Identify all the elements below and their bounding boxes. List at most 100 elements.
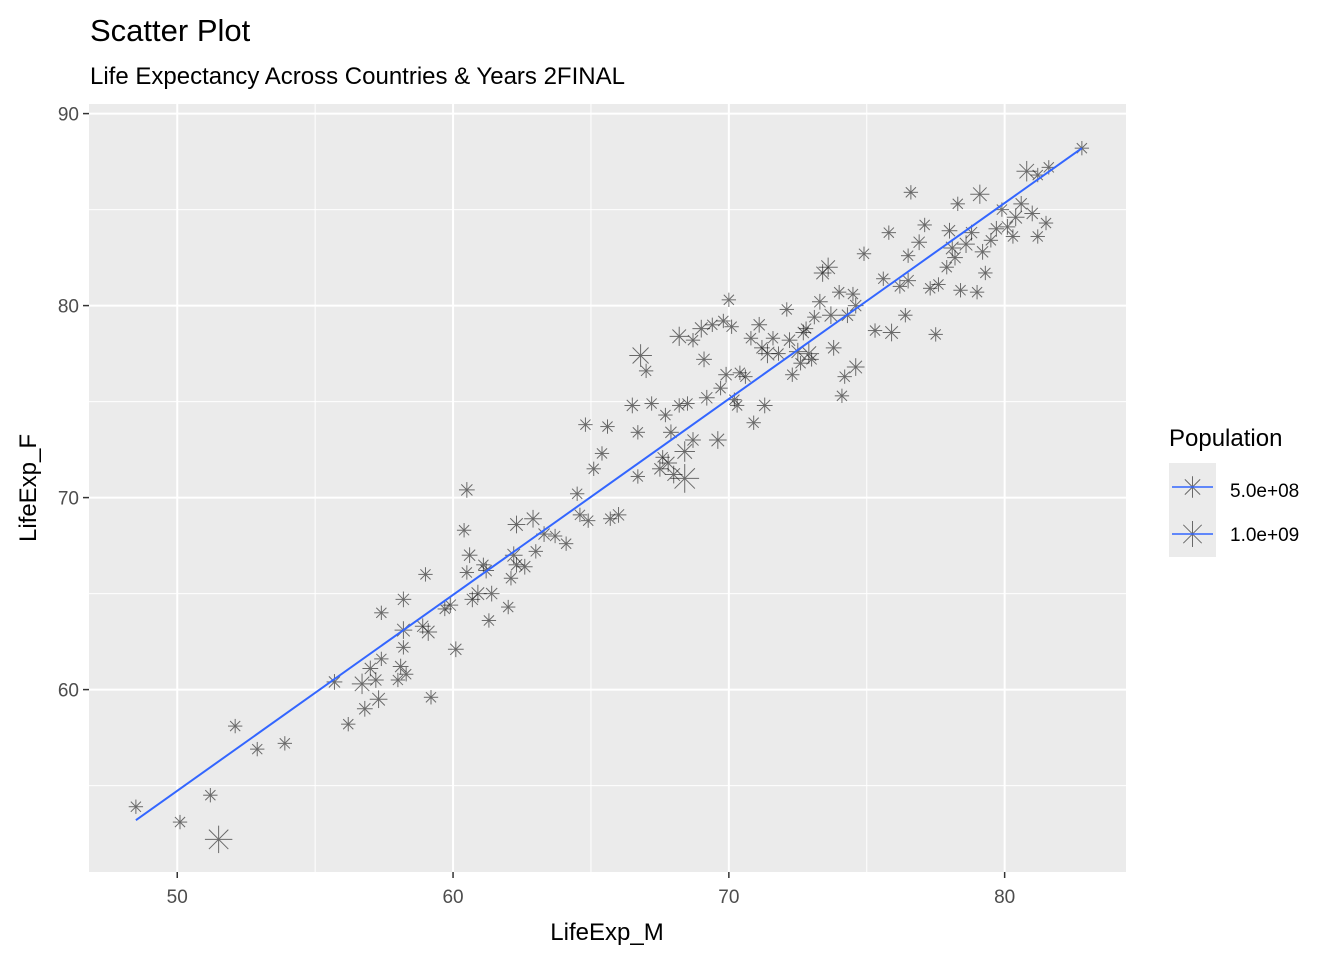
data-point [1030, 229, 1045, 244]
data-point [447, 641, 464, 658]
data-point [988, 220, 1005, 237]
data-point [900, 248, 916, 263]
data-point [831, 284, 847, 300]
data-point [658, 407, 673, 423]
data-point [638, 363, 654, 379]
fit-line-group [135, 147, 1083, 821]
data-point [708, 431, 727, 449]
x-tick-label: 50 [167, 887, 188, 908]
data-point [798, 321, 814, 336]
data-point [705, 317, 720, 332]
data-point [476, 557, 491, 572]
data-point [882, 323, 901, 342]
x-axis-title: LifeExp_M [550, 919, 663, 946]
data-point [341, 716, 356, 732]
data-point [524, 509, 542, 528]
data-point [395, 591, 412, 608]
data-point [578, 417, 593, 432]
data-point [652, 460, 668, 477]
minor-gridlines [89, 104, 1126, 872]
data-point [685, 432, 701, 448]
data-point [203, 788, 218, 803]
data-point [811, 293, 828, 310]
y-tick-label: 70 [58, 489, 79, 510]
data-point [547, 528, 563, 544]
data-point [503, 571, 519, 586]
chart-title: Scatter Plot [90, 13, 251, 48]
axes: 50 60 70 80 60 70 80 90 [58, 105, 1015, 908]
x-tick-label: 80 [994, 887, 1015, 908]
y-tick-label: 60 [58, 681, 79, 702]
data-point [504, 546, 523, 565]
data-point [939, 260, 954, 275]
data-point [423, 690, 439, 705]
data-point [837, 369, 852, 384]
data-point [374, 605, 389, 620]
data-point [1013, 195, 1030, 212]
data-point [172, 814, 188, 830]
data-point [672, 398, 687, 413]
data-point [941, 222, 958, 239]
data-point [528, 544, 543, 559]
data-point [798, 343, 820, 364]
data-point [845, 286, 861, 302]
data-point [367, 672, 384, 688]
data-point [374, 651, 389, 667]
legend: Population 5.0e+08 1.0e+09 [1169, 425, 1299, 557]
data-point [507, 515, 526, 534]
data-point [969, 284, 985, 300]
data-point [644, 396, 659, 411]
data-point [917, 217, 932, 233]
data-point [818, 257, 838, 277]
data-point [781, 332, 798, 349]
x-tick-label: 60 [442, 887, 463, 908]
data-point [663, 424, 679, 441]
data-point [392, 658, 409, 675]
data-point [931, 277, 946, 292]
data-point [610, 507, 627, 523]
data-point [846, 358, 865, 376]
data-point [501, 599, 516, 615]
data-point [458, 482, 475, 498]
data-point [594, 446, 610, 461]
data-point [746, 415, 761, 430]
data-point [785, 367, 800, 382]
data-point [713, 380, 728, 396]
data-point [670, 464, 700, 493]
data-point [738, 369, 753, 384]
data-point [692, 319, 711, 338]
legend-label-small: 5.0e+08 [1230, 481, 1299, 502]
data-point [716, 313, 731, 329]
data-point [743, 331, 759, 346]
legend-title: Population [1169, 425, 1282, 452]
data-point [953, 283, 968, 298]
data-point [978, 265, 993, 281]
data-point [957, 235, 975, 254]
data-point [724, 319, 739, 334]
data-point [822, 306, 840, 325]
data-point [419, 623, 438, 641]
data-point [950, 196, 965, 212]
data-point [729, 398, 745, 413]
data-point [881, 225, 896, 240]
data-point [536, 526, 552, 542]
data-point [469, 584, 487, 603]
data-point [795, 324, 812, 341]
data-point [807, 309, 822, 325]
data-point [581, 513, 596, 528]
legend-label-large: 1.0e+09 [1230, 525, 1299, 546]
data-point [834, 388, 850, 404]
y-tick-label: 80 [58, 297, 79, 318]
data-point [928, 327, 943, 342]
data-point [481, 613, 497, 628]
data-point [751, 316, 768, 333]
data-point [892, 279, 908, 294]
data-point [765, 331, 781, 346]
data-point [674, 441, 695, 462]
data-point [1024, 205, 1041, 222]
data-point [903, 185, 919, 200]
data-point [685, 332, 701, 348]
data-point [856, 246, 872, 261]
